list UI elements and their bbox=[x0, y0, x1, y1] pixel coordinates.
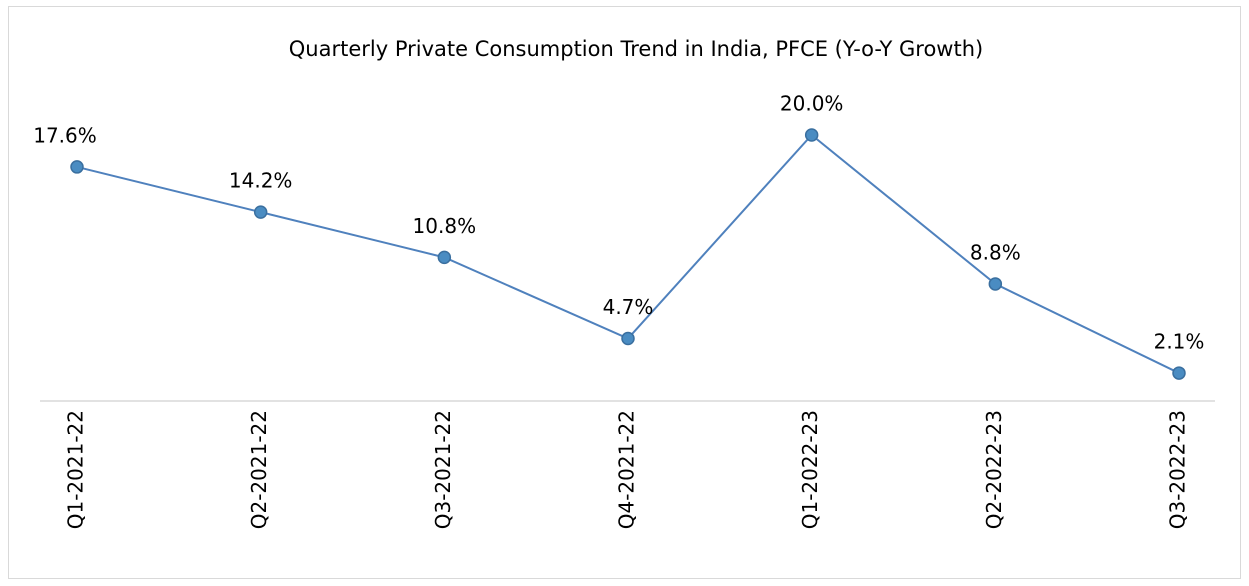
data-label: 2.1% bbox=[1154, 330, 1205, 354]
marker bbox=[70, 160, 84, 174]
marker bbox=[621, 331, 635, 346]
marker bbox=[437, 250, 452, 265]
data-label: 20.0% bbox=[780, 92, 844, 116]
data-label: 17.6% bbox=[33, 123, 97, 147]
marker bbox=[988, 277, 1003, 291]
chart-title: Quarterly Private Consumption Trend in I… bbox=[289, 37, 983, 61]
marker bbox=[1172, 366, 1186, 380]
x-tick-label: Q4-2021-22 bbox=[615, 410, 639, 529]
data-label: 8.8% bbox=[970, 240, 1021, 264]
x-tick-label: Q1-2022-23 bbox=[798, 410, 822, 529]
x-tick-label: Q2-2021-22 bbox=[247, 410, 271, 529]
marker bbox=[253, 205, 268, 219]
x-tick-label: Q3-2022-23 bbox=[1166, 410, 1190, 529]
chart-border bbox=[8, 6, 1241, 579]
x-tick-label: Q3-2021-22 bbox=[431, 410, 455, 529]
data-label: 10.8% bbox=[413, 214, 477, 238]
data-label: 4.7% bbox=[603, 295, 654, 319]
x-tick-label: Q2-2022-23 bbox=[982, 410, 1006, 529]
x-tick-label: Q1-2021-22 bbox=[64, 410, 88, 529]
data-label: 14.2% bbox=[229, 169, 293, 193]
marker bbox=[804, 128, 819, 142]
